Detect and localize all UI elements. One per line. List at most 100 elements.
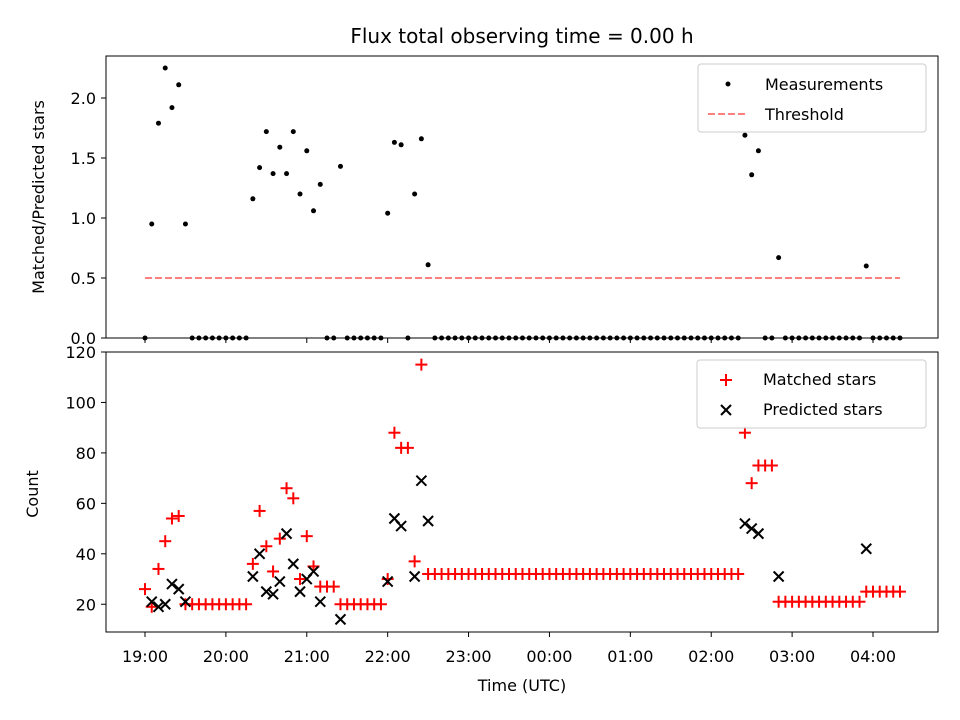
predicted-star-point xyxy=(395,520,407,532)
x-tick-label: 19:00 xyxy=(122,647,168,666)
predicted-star-point xyxy=(172,583,185,595)
matched-star-point xyxy=(253,504,266,517)
predicted-star-point xyxy=(274,575,286,588)
predicted-star-point xyxy=(314,596,326,608)
predicted-star-point xyxy=(307,565,320,578)
measurement-point xyxy=(391,139,397,145)
x-tick-label: 23:00 xyxy=(446,647,492,666)
bottom-legend-box xyxy=(696,359,927,429)
predicted-star-point xyxy=(381,575,394,588)
predicted-star-point xyxy=(159,598,171,610)
top-y-tick-label: 1.5 xyxy=(71,149,96,168)
bottom-y-tick-label: 40 xyxy=(76,545,96,564)
bottom-x-ticks: 19:00 20:00 21:00 22:00 23:00 00:00 01:00 02:00… xyxy=(122,632,896,666)
predicted-star-point xyxy=(253,548,266,560)
legend-measurements-label: Measurements xyxy=(765,75,883,94)
predicted-star-point xyxy=(152,601,165,613)
top-x-ticks xyxy=(144,338,874,343)
matched-star-point xyxy=(159,535,172,548)
matched-star-point xyxy=(260,540,273,553)
measurement-point xyxy=(176,82,182,88)
predicted-star-point xyxy=(752,527,765,540)
predicted-star-point xyxy=(267,588,279,600)
measurement-point xyxy=(304,148,310,154)
legend-measurements-marker xyxy=(725,81,731,87)
predicted-star-point xyxy=(260,585,273,598)
matched-star-point xyxy=(374,598,387,611)
predicted-star-point xyxy=(422,515,434,527)
matched-star-point xyxy=(294,573,307,586)
matched-star-point xyxy=(300,530,313,543)
measurement-point xyxy=(742,132,748,138)
legend-matched-label: Matched stars xyxy=(763,370,876,389)
matched-star-point xyxy=(152,562,165,575)
measurement-point xyxy=(412,191,418,197)
matched-star-point xyxy=(287,492,300,505)
matched-star-point xyxy=(853,595,866,608)
matched-star-point xyxy=(415,358,428,371)
matched-star-point xyxy=(765,459,778,472)
matched-star-point xyxy=(172,509,185,522)
x-tick-label: 22:00 xyxy=(365,647,411,666)
measurement-point xyxy=(155,120,161,126)
top-legend: Measurements Threshold xyxy=(697,63,927,133)
matched-star-point xyxy=(893,585,906,598)
measurement-point xyxy=(863,263,869,269)
legend-predicted-marker xyxy=(720,404,732,416)
measurement-point xyxy=(263,129,269,135)
matched-star-point xyxy=(267,565,280,578)
matched-star-point xyxy=(738,426,751,439)
predicted-star-point xyxy=(179,596,192,608)
top-y-tick-label: 2.0 xyxy=(71,89,96,108)
measurement-point xyxy=(398,142,404,148)
predicted-star-point xyxy=(415,474,428,487)
matched-star-point xyxy=(139,583,151,596)
matched-star-point xyxy=(280,482,293,495)
measurement-point xyxy=(418,136,424,142)
predicted-star-point xyxy=(294,585,306,598)
measurement-point xyxy=(290,129,296,135)
matched-star-point xyxy=(381,573,394,586)
matched-star-point xyxy=(401,441,414,454)
top-y-axis-label: Matched/Predicted stars xyxy=(29,100,48,294)
measurement-point xyxy=(284,171,290,177)
x-tick-label: 21:00 xyxy=(284,647,330,666)
measurement-point xyxy=(277,144,283,150)
x-tick-label: 04:00 xyxy=(850,647,896,666)
matched-star-point xyxy=(327,580,340,593)
measurement-point xyxy=(749,172,755,178)
measurement-point xyxy=(169,105,175,111)
measurement-point xyxy=(425,262,431,268)
chart-title: Flux total observing time = 0.00 h xyxy=(350,24,693,48)
predicted-star-point xyxy=(146,596,158,608)
measurement-point xyxy=(270,171,276,177)
predicted-star-point xyxy=(334,613,347,626)
matched-star-point xyxy=(745,477,758,490)
top-panel: 0.00.51.01.52.0 Matched/Predicted stars … xyxy=(29,55,939,348)
matched-star-point xyxy=(273,532,286,545)
bottom-y-ticks: 20 40 60 80 100 120 xyxy=(65,343,106,614)
measurement-point xyxy=(149,221,155,227)
matched-star-point xyxy=(732,567,745,580)
measurement-point xyxy=(162,65,168,71)
bottom-y-tick-label: 60 xyxy=(76,494,96,513)
legend-matched-marker xyxy=(720,374,732,386)
matched-star-point xyxy=(165,512,178,525)
predicted-star-point xyxy=(772,570,785,583)
predicted-star-point xyxy=(745,522,758,535)
top-axes-frame xyxy=(105,55,939,339)
legend-predicted-label: Predicted stars xyxy=(763,400,883,419)
top-y-tick-label: 0.0 xyxy=(71,329,96,348)
top-y-ticks: 0.0 0.5 1.0 1.5 2.0 xyxy=(71,89,106,348)
matched-star-point xyxy=(246,557,259,570)
measurement-point xyxy=(257,165,263,171)
predicted-star-point xyxy=(166,578,178,590)
measurement-point xyxy=(311,208,317,214)
x-tick-label: 03:00 xyxy=(769,647,815,666)
matched-star-point xyxy=(408,555,421,568)
predicted-star-point xyxy=(739,517,751,530)
bottom-y-tick-label: 20 xyxy=(76,595,96,614)
matched-star-point xyxy=(240,598,253,611)
legend-threshold-label: Threshold xyxy=(764,105,844,124)
measurement-point xyxy=(182,221,188,227)
